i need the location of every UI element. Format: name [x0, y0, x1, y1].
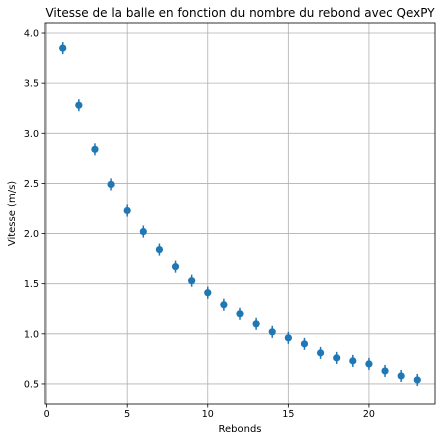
data-marker — [284, 334, 292, 342]
y-axis-ticks: 0.5 1.0 1.5 2.0 2.5 3.0 3.5 4.0 — [24, 29, 45, 390]
data-marker — [59, 44, 67, 52]
data-marker — [349, 357, 357, 365]
data-marker — [413, 376, 421, 384]
data-point — [268, 325, 276, 338]
y-axis-label: Vitesse (m/s) — [7, 181, 18, 246]
data-point — [204, 286, 212, 299]
data-point — [59, 42, 67, 55]
data-point — [107, 178, 115, 191]
data-point — [413, 373, 421, 386]
data-marker — [268, 328, 276, 336]
x-tick-label: 5 — [124, 409, 130, 420]
x-axis-label: Rebonds — [218, 424, 261, 435]
x-tick-label: 0 — [44, 409, 50, 420]
data-point — [397, 369, 405, 382]
data-marker — [123, 206, 131, 215]
y-tick-label: 3.5 — [24, 79, 39, 90]
data-marker — [300, 340, 309, 348]
data-point — [316, 346, 325, 359]
y-tick-label: 3.0 — [24, 129, 39, 140]
data-marker — [107, 180, 115, 189]
data-marker — [252, 320, 260, 328]
data-marker — [155, 245, 164, 254]
data-point — [171, 260, 180, 273]
x-axis-ticks: 0 5 10 15 20 — [44, 404, 375, 420]
x-tick-label: 15 — [282, 409, 294, 420]
data-marker — [204, 289, 212, 297]
data-point — [381, 364, 389, 377]
data-point — [236, 307, 244, 320]
data-marker — [75, 101, 83, 109]
data-point — [123, 204, 131, 217]
y-tick-label: 1.5 — [24, 279, 39, 290]
y-tick-label: 4.0 — [24, 29, 39, 40]
data-marker — [91, 145, 99, 153]
data-point — [349, 354, 357, 367]
data-point — [139, 225, 147, 238]
data-marker — [220, 301, 228, 309]
data-point — [300, 337, 309, 350]
x-tick-label: 20 — [363, 409, 375, 420]
x-tick-label: 10 — [202, 409, 214, 420]
data-point — [252, 317, 260, 330]
data-point — [220, 298, 228, 311]
plot-frame — [44, 22, 436, 405]
data-marker — [333, 354, 341, 362]
y-tick-label: 1.0 — [24, 329, 39, 340]
data-point — [284, 331, 292, 344]
data-marker — [236, 310, 244, 318]
data-point — [91, 143, 99, 156]
data-marker — [171, 263, 180, 271]
y-tick-label: 0.5 — [24, 379, 39, 390]
data-marker — [365, 360, 373, 368]
data-point — [188, 274, 196, 287]
data-marker — [381, 367, 389, 375]
y-tick-label: 2.5 — [24, 179, 39, 190]
data-marker — [139, 227, 147, 236]
grid — [45, 23, 435, 404]
y-tick-label: 2.0 — [24, 229, 39, 240]
chart-title: Vitesse de la balle en fonction du nombr… — [45, 6, 435, 20]
data-marker — [397, 372, 405, 380]
data-marker — [188, 277, 196, 285]
data-marker — [316, 349, 325, 357]
data-point — [365, 357, 373, 370]
data-series — [59, 42, 421, 386]
data-point — [333, 351, 341, 364]
data-point — [155, 243, 164, 256]
data-point — [75, 99, 83, 112]
